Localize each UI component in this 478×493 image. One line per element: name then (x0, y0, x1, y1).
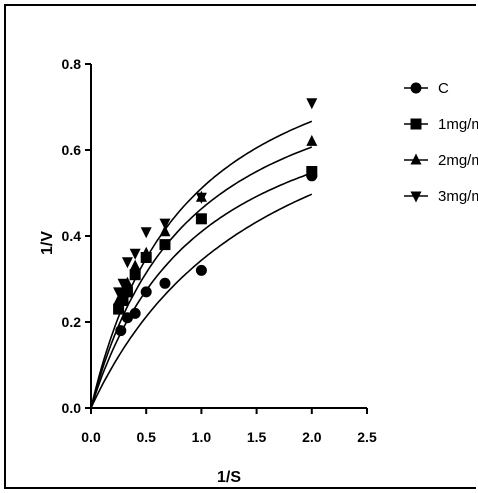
data-point (195, 192, 207, 204)
data-point (115, 325, 127, 337)
data-point (129, 259, 141, 271)
y-tick-label: 0.8 (62, 56, 82, 72)
x-tick-label: 2.0 (302, 429, 322, 445)
fit-curve (90, 193, 313, 409)
data-point (159, 218, 171, 230)
data-point (113, 294, 125, 305)
y-tick-label: 0.6 (62, 142, 82, 158)
legend-marker (410, 82, 422, 94)
legend-label: 2mg/m (438, 152, 478, 169)
legend-label: 1mg/m (438, 116, 478, 133)
data-point (159, 225, 171, 237)
data-point (129, 307, 141, 319)
y-tick-label: 0.0 (62, 400, 82, 416)
data-point (306, 166, 318, 177)
x-tick-label: 0.5 (136, 429, 156, 445)
data-point (195, 264, 207, 276)
data-point (113, 287, 125, 299)
data-point (159, 277, 171, 289)
x-tick-label: 0.0 (81, 429, 101, 445)
data-point (195, 213, 207, 225)
data-point (117, 295, 129, 306)
fit-curves (90, 120, 313, 409)
x-tick-label: 2.5 (357, 429, 377, 445)
legend: C 1mg/m 2mg/m 3mg/m (404, 80, 478, 205)
data-points (113, 98, 318, 337)
x-tick-label: 1.5 (247, 429, 267, 445)
x-axis-label: 1/S (217, 469, 241, 486)
fit-curve (90, 120, 313, 409)
data-point (306, 134, 318, 146)
data-point (306, 98, 318, 110)
legend-marker (410, 191, 422, 203)
y-tick-label: 0.4 (62, 228, 82, 244)
data-point (129, 269, 141, 281)
chart-frame (4, 4, 476, 489)
y-axis-label: 1/V (39, 231, 56, 255)
legend-marker (410, 118, 422, 130)
legend-label: C (438, 80, 449, 97)
data-point (140, 227, 152, 239)
data-point (140, 246, 152, 258)
data-point (129, 248, 141, 260)
legend-label: 3mg/m (438, 188, 478, 205)
x-tick-label: 1.0 (192, 429, 212, 445)
data-point (113, 303, 125, 315)
axes: 0.0 0.5 1.0 1.5 2.0 2.5 0.0 0.2 0.4 0.6 0.8 (62, 56, 377, 445)
data-point (159, 239, 171, 251)
legend-marker (410, 153, 422, 165)
data-point (121, 257, 133, 269)
data-point (121, 286, 133, 298)
data-point (140, 286, 152, 298)
data-point (117, 278, 129, 290)
y-tick-label: 0.2 (62, 314, 82, 330)
